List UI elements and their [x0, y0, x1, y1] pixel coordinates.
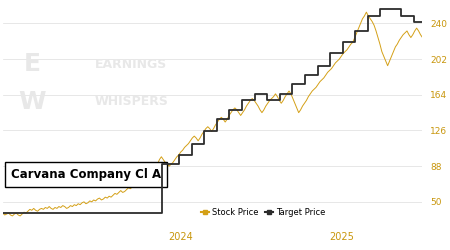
- Text: W: W: [18, 90, 46, 114]
- Text: Carvana Company Cl A: Carvana Company Cl A: [11, 168, 161, 181]
- Text: EARNINGS: EARNINGS: [95, 58, 167, 71]
- Legend: Stock Price, Target Price: Stock Price, Target Price: [198, 205, 328, 220]
- Text: WHISPERS: WHISPERS: [95, 95, 169, 108]
- Text: E: E: [24, 52, 40, 76]
